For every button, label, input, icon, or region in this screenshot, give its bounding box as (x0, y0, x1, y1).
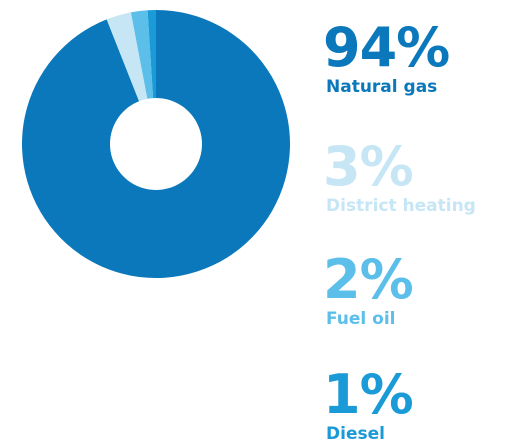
slice (130, 10, 154, 99)
legend-value: 2% (323, 248, 413, 311)
slice (147, 10, 156, 99)
legend-value: 3% (323, 135, 413, 198)
legend-label: Fuel oil (326, 309, 395, 329)
legend-value: 94% (323, 16, 449, 79)
slice (106, 12, 148, 102)
legend-value: 1% (323, 363, 413, 426)
slice (21, 10, 290, 278)
legend-label: Natural gas (326, 77, 437, 97)
legend-label: District heating (326, 196, 476, 216)
legend-label: Diesel (326, 424, 385, 444)
